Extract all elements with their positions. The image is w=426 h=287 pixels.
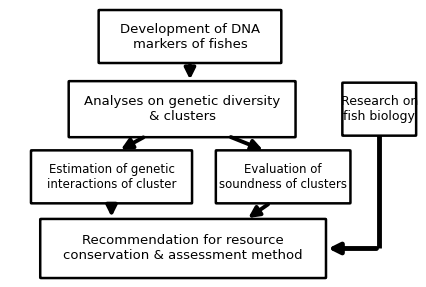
FancyBboxPatch shape	[31, 150, 192, 203]
Text: Estimation of genetic
interactions of cluster: Estimation of genetic interactions of cl…	[47, 163, 176, 191]
FancyBboxPatch shape	[69, 81, 295, 137]
FancyBboxPatch shape	[215, 150, 350, 203]
Text: Analyses on genetic diversity
& clusters: Analyses on genetic diversity & clusters	[84, 95, 279, 123]
FancyBboxPatch shape	[98, 10, 281, 63]
Text: Research on
fish biology: Research on fish biology	[340, 95, 417, 123]
Text: Recommendation for resource
conservation & assessment method: Recommendation for resource conservation…	[63, 234, 302, 263]
Text: Evaluation of
soundness of clusters: Evaluation of soundness of clusters	[219, 163, 346, 191]
FancyBboxPatch shape	[342, 83, 415, 136]
Text: Development of DNA
markers of fishes: Development of DNA markers of fishes	[120, 22, 259, 51]
FancyBboxPatch shape	[40, 219, 325, 278]
